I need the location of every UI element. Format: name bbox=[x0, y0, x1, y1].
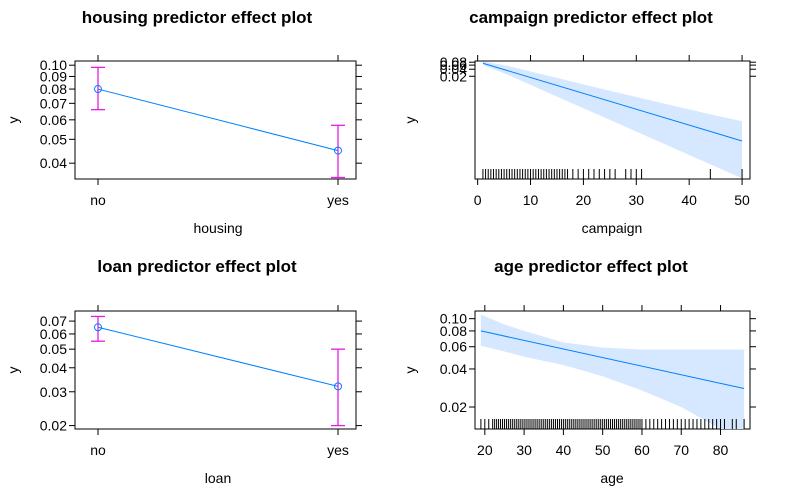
x-tick-label-2: 40 bbox=[556, 442, 572, 458]
loan-xlabel: loan bbox=[205, 470, 231, 486]
x-tick-label-0: 20 bbox=[477, 442, 493, 458]
loan-y-axis: 0.02 0.03 0.04 0.050.060.07 bbox=[40, 313, 362, 434]
effect-line bbox=[482, 62, 743, 142]
effect-line bbox=[97, 326, 339, 387]
housing-marks bbox=[91, 66, 345, 179]
panel-age: age predictor effect plot 0.020.040.060.… bbox=[402, 257, 756, 486]
housing-plot-frame bbox=[74, 60, 357, 180]
housing-ylabel: y bbox=[5, 117, 21, 124]
x-tick-label-1: 30 bbox=[516, 442, 532, 458]
y-tick-label-4: 0.08 bbox=[40, 81, 67, 97]
y-tick-label-4: 0.06 bbox=[40, 326, 67, 342]
y-tick-label-3: 0.07 bbox=[40, 95, 67, 111]
y-tick-label-5: 0.07 bbox=[40, 313, 67, 329]
x-tick-label-5: 70 bbox=[673, 442, 689, 458]
y-tick-label-1: 0.04 bbox=[440, 61, 467, 77]
loan-title: loan predictor effect plot bbox=[97, 257, 297, 276]
confidence-band bbox=[482, 61, 743, 179]
y-tick-label-0: 0.02 bbox=[40, 418, 67, 434]
x-tick-label-1: 10 bbox=[523, 192, 539, 208]
effect-point-1 bbox=[334, 146, 342, 155]
y-tick-label-2: 0.04 bbox=[40, 360, 67, 376]
x-tick-label-4: 40 bbox=[681, 192, 697, 208]
x-tick-label-1: yes bbox=[327, 442, 349, 458]
campaign-x-axis: 0 10 20 30 40 50 bbox=[474, 55, 750, 208]
campaign-title: campaign predictor effect plot bbox=[469, 8, 713, 27]
x-tick-label-0: no bbox=[90, 442, 106, 458]
age-title: age predictor effect plot bbox=[494, 257, 688, 276]
y-tick-label-2: 0.06 bbox=[440, 339, 467, 355]
housing-title: housing predictor effect plot bbox=[82, 8, 313, 27]
y-tick-label-0: 0.02 bbox=[440, 68, 467, 84]
x-tick-label-3: 30 bbox=[629, 192, 645, 208]
confidence-band bbox=[480, 314, 745, 429]
panel-campaign: campaign predictor effect plot 0.020.040… bbox=[402, 8, 756, 236]
y-tick-label-4: 0.10 bbox=[440, 311, 467, 327]
x-tick-label-6: 80 bbox=[713, 442, 729, 458]
effect-line bbox=[97, 88, 339, 152]
y-tick-label-2: 0.06 bbox=[440, 57, 467, 73]
campaign-marks bbox=[482, 61, 743, 179]
y-tick-label-3: 0.08 bbox=[440, 323, 467, 339]
loan-x-axis: no yes bbox=[90, 305, 349, 458]
y-tick-label-0: 0.04 bbox=[40, 155, 67, 171]
x-tick-label-1: yes bbox=[327, 192, 349, 208]
effect-line bbox=[480, 330, 745, 390]
campaign-y-axis: 0.020.040.060.08 bbox=[440, 54, 756, 84]
housing-x-axis: no yes bbox=[90, 55, 349, 208]
campaign-ylabel: y bbox=[402, 117, 418, 124]
housing-y-axis: 0.04 0.05 0.060.070.080.090.10 bbox=[40, 57, 362, 171]
y-tick-label-6: 0.10 bbox=[40, 57, 67, 73]
panel-housing: housing predictor effect plot 0.040.050.… bbox=[5, 8, 362, 236]
y-tick-label-3: 0.08 bbox=[440, 54, 467, 70]
loan-plot-frame bbox=[74, 310, 357, 430]
y-tick-label-5: 0.09 bbox=[40, 68, 67, 84]
y-tick-label-2: 0.06 bbox=[40, 112, 67, 128]
age-x-axis: 20 30 40 50 60 70 80 bbox=[477, 305, 729, 458]
loan-marks bbox=[91, 315, 345, 427]
y-tick-label-1: 0.03 bbox=[40, 384, 67, 400]
x-tick-label-3: 50 bbox=[595, 442, 611, 458]
age-xlabel: age bbox=[600, 470, 624, 486]
age-marks bbox=[480, 314, 745, 429]
age-ylabel: y bbox=[402, 367, 418, 374]
housing-xlabel: housing bbox=[193, 220, 242, 236]
effect-point-1 bbox=[334, 382, 342, 391]
y-tick-label-0: 0.02 bbox=[440, 399, 467, 415]
y-tick-label-1: 0.04 bbox=[440, 361, 467, 377]
campaign-xlabel: campaign bbox=[582, 220, 643, 236]
campaign-plot-frame bbox=[474, 60, 751, 180]
x-tick-label-2: 20 bbox=[576, 192, 592, 208]
effect-point-0 bbox=[94, 85, 102, 94]
loan-ylabel: y bbox=[5, 367, 21, 374]
panel-loan: loan predictor effect plot 0.020.030.040… bbox=[5, 257, 362, 486]
x-tick-label-0: no bbox=[90, 192, 106, 208]
x-tick-label-5: 50 bbox=[734, 192, 750, 208]
effect-point-0 bbox=[94, 323, 102, 332]
y-tick-label-1: 0.05 bbox=[40, 131, 67, 147]
y-tick-label-3: 0.05 bbox=[40, 341, 67, 357]
x-tick-label-4: 60 bbox=[634, 442, 650, 458]
age-y-axis: 0.02 0.04 0.060.080.10 bbox=[440, 311, 756, 415]
x-tick-label-0: 0 bbox=[474, 192, 482, 208]
